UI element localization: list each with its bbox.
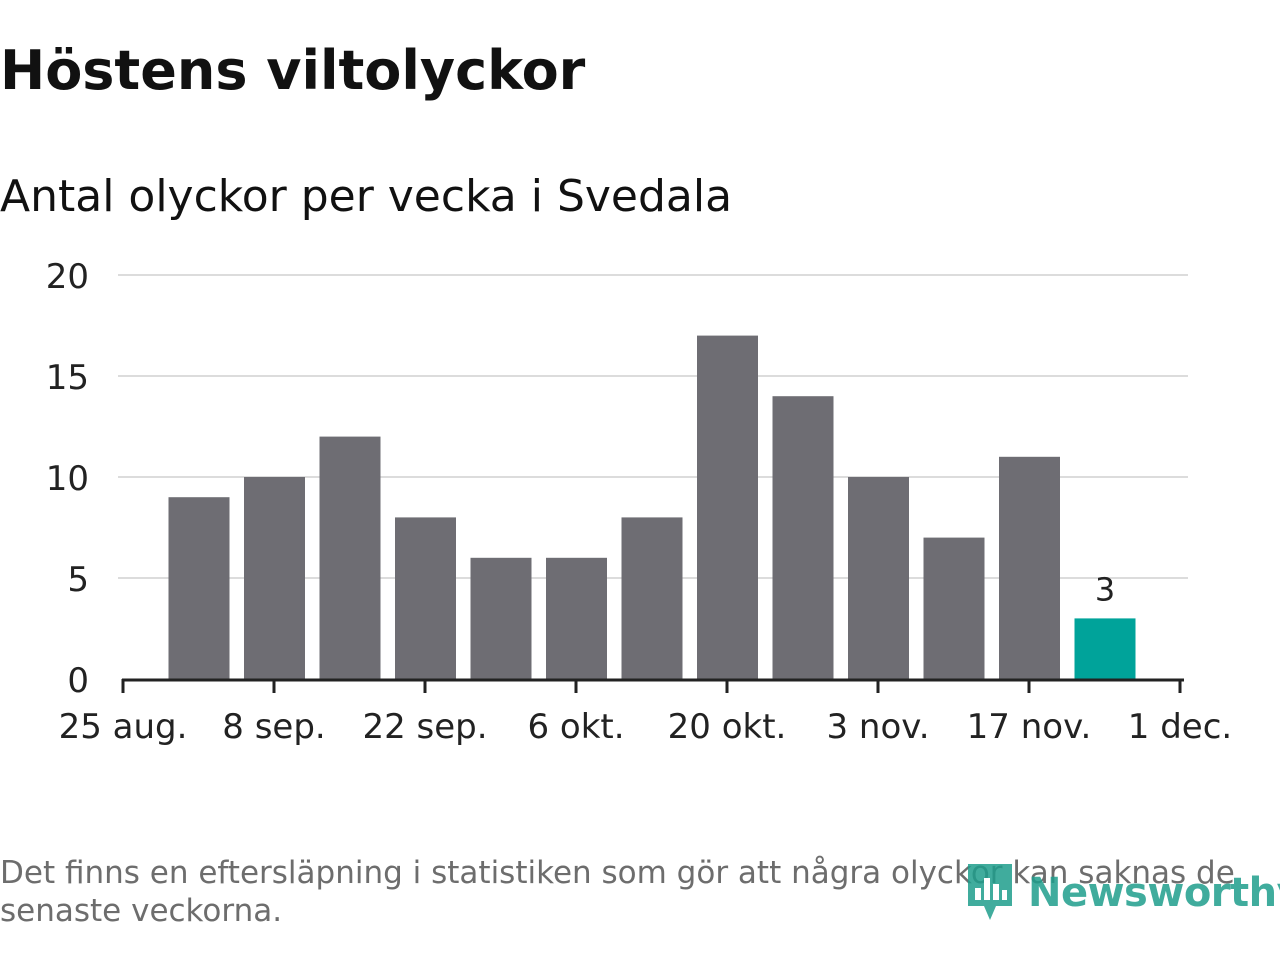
bar [546, 557, 607, 679]
newsworthy-logo: Newsworthy [964, 860, 1280, 926]
bar [168, 497, 230, 679]
y-tick-label: 5 [67, 560, 89, 600]
x-tick-label: 8 sep. [222, 707, 325, 747]
chart-title: Höstens viltolyckor [0, 39, 586, 102]
bar [923, 537, 985, 679]
x-tick-label: 22 sep. [362, 707, 487, 747]
chart-subtitle: Antal olyckor per vecka i Svedala [0, 171, 733, 222]
bar [848, 477, 909, 679]
bar-chart: 0 5 10 15 20 3 25 aug. 8 sep. 22 sep. 6 okt. 20 ok… [46, 257, 1232, 747]
y-tick-label: 10 [46, 459, 89, 499]
bar [244, 477, 305, 679]
brand-name: Newsworthy [1028, 870, 1280, 916]
x-tick-label: 6 okt. [527, 707, 624, 747]
bar [697, 335, 758, 679]
y-tick-label: 15 [46, 358, 89, 398]
data-label: 3 [1095, 570, 1115, 608]
bar [621, 517, 683, 679]
bar [319, 436, 381, 679]
x-tick-label: 3 nov. [826, 707, 929, 747]
bar-highlight [1074, 618, 1136, 679]
bar [772, 396, 834, 679]
y-tick-label: 20 [46, 257, 89, 297]
x-tick-label: 17 nov. [967, 707, 1092, 747]
footnote: Det finns en eftersläpning i statistiken… [0, 855, 1235, 929]
bar [395, 517, 456, 679]
x-tick-label: 25 aug. [59, 707, 188, 747]
x-tick-label: 1 dec. [1128, 707, 1232, 747]
y-tick-label: 0 [67, 661, 89, 701]
x-tick-label: 20 okt. [668, 707, 787, 747]
bar [999, 456, 1060, 679]
newsworthy-logo-icon [968, 864, 1012, 920]
bar [470, 557, 532, 679]
